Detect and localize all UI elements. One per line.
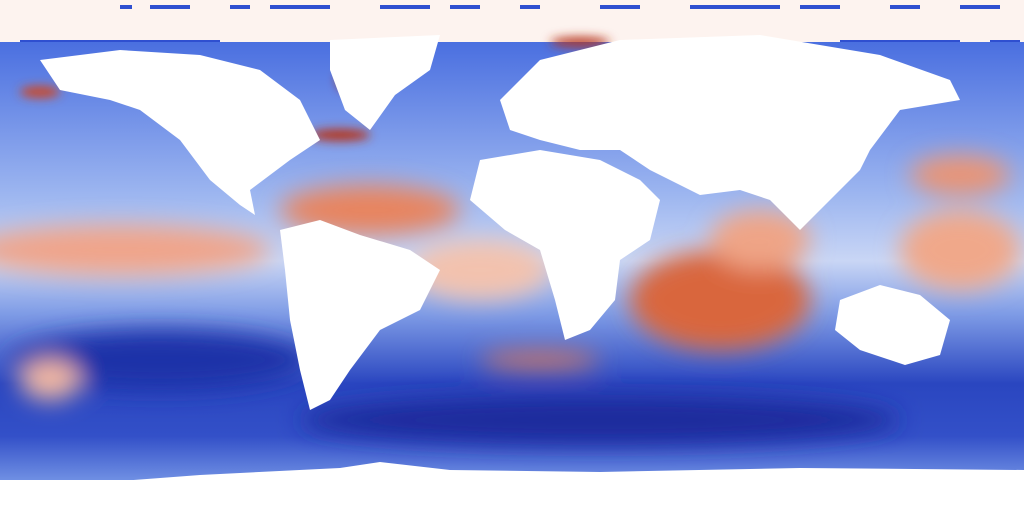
- south-america: [280, 220, 440, 410]
- africa: [470, 150, 660, 340]
- australia: [835, 285, 950, 365]
- antarctica: [0, 462, 1024, 512]
- temperature-patches: [0, 155, 1020, 445]
- north-america: [40, 50, 320, 215]
- eurasia: [500, 35, 960, 230]
- land: [0, 35, 1024, 512]
- greenland: [330, 35, 440, 130]
